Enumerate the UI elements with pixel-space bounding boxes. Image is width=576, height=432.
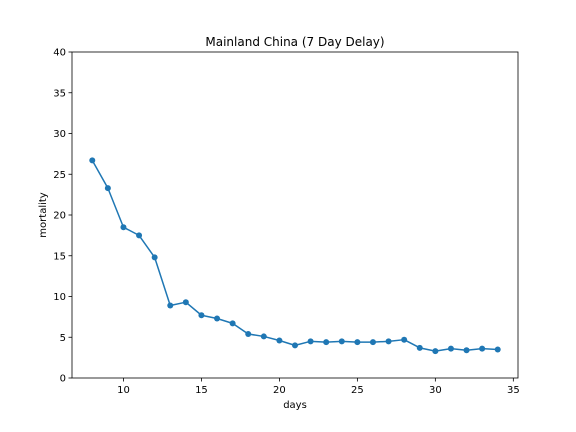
data-point	[167, 302, 174, 309]
data-point	[245, 330, 252, 337]
plot-background	[72, 52, 518, 378]
x-axis: 10 15 20 25 30 35	[117, 378, 520, 396]
y-tick-label: 25	[53, 170, 66, 181]
data-point	[401, 336, 408, 343]
series-layer	[89, 157, 501, 355]
x-tick-label: 15	[195, 385, 208, 396]
y-tick-label: 10	[53, 292, 66, 303]
y-tick-label: 20	[53, 211, 66, 222]
data-point	[136, 232, 143, 239]
data-point	[494, 346, 501, 353]
y-axis-label: mortality	[38, 192, 49, 237]
data-point	[120, 224, 127, 231]
y-tick-label: 15	[53, 251, 66, 262]
data-point	[479, 345, 486, 352]
data-point	[432, 348, 439, 355]
data-point	[214, 315, 221, 322]
data-point	[151, 254, 158, 261]
data-point	[369, 339, 376, 346]
y-tick-label: 5	[60, 333, 66, 344]
data-point	[276, 337, 283, 344]
data-point	[385, 338, 392, 345]
data-point	[463, 347, 470, 354]
x-tick-label: 10	[117, 385, 130, 396]
plot-frame	[71, 51, 519, 379]
y-tick-label: 35	[53, 88, 66, 99]
data-point	[292, 342, 298, 349]
y-tick-label: 30	[53, 129, 66, 140]
x-tick-label: 35	[507, 385, 520, 396]
y-tick-label: 0	[60, 374, 66, 385]
y-tick-label: 40	[53, 48, 66, 59]
data-point	[447, 345, 454, 352]
data-point	[229, 320, 236, 327]
data-point	[89, 157, 96, 164]
x-tick-label: 30	[429, 385, 442, 396]
x-axis-label: days	[283, 400, 307, 411]
data-point	[307, 338, 314, 345]
data-point	[323, 339, 330, 346]
x-tick-label: 20	[273, 385, 286, 396]
data-point	[338, 338, 345, 345]
data-point	[104, 185, 111, 192]
x-tick-label: 25	[351, 385, 364, 396]
data-point	[416, 344, 423, 351]
data-point	[198, 312, 205, 319]
data-point	[260, 333, 267, 340]
data-point	[354, 339, 361, 346]
chart-title: Mainland China (7 Day Delay)	[205, 35, 384, 49]
data-point	[182, 299, 189, 306]
y-axis: 0 5 10 15 20 25 30 35 40	[53, 48, 72, 385]
